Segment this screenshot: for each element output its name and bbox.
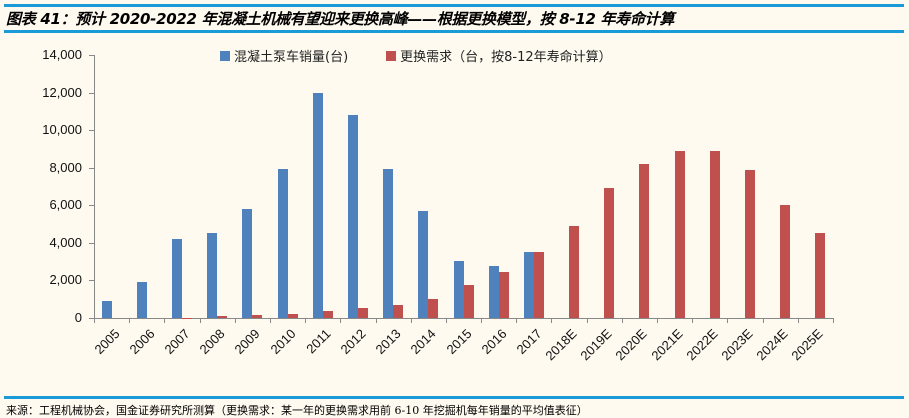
- bar-sales: [489, 266, 499, 318]
- x-tick: [622, 318, 623, 323]
- y-tick-label: 14,000: [12, 47, 82, 62]
- x-tick: [516, 318, 517, 323]
- y-tick-label: 12,000: [12, 85, 82, 100]
- y-tick: [89, 55, 94, 56]
- bar-replacement: [569, 226, 579, 318]
- x-tick: [340, 318, 341, 323]
- bar-replacement: [428, 299, 438, 318]
- x-tick: [200, 318, 201, 323]
- bar-replacement: [464, 285, 474, 318]
- bar-sales: [348, 115, 358, 318]
- x-tick: [657, 318, 658, 323]
- y-tick: [89, 93, 94, 94]
- x-tick: [94, 318, 95, 323]
- bar-sales: [242, 209, 252, 318]
- bar-replacement: [534, 252, 544, 318]
- x-tick: [833, 318, 834, 323]
- y-tick: [89, 243, 94, 244]
- x-tick: [305, 318, 306, 323]
- bar-replacement: [393, 305, 403, 318]
- y-tick-label: 6,000: [12, 197, 82, 212]
- y-tick-label: 0: [12, 310, 82, 325]
- bar-replacement: [288, 314, 298, 318]
- bar-sales: [137, 282, 147, 318]
- bar-sales: [102, 301, 112, 318]
- x-tick: [235, 318, 236, 323]
- x-tick: [481, 318, 482, 323]
- x-tick: [798, 318, 799, 323]
- x-tick: [270, 318, 271, 323]
- x-tick: [164, 318, 165, 323]
- x-tick: [129, 318, 130, 323]
- bar-replacement: [604, 188, 614, 318]
- y-tick-label: 8,000: [12, 160, 82, 175]
- bar-sales: [524, 252, 534, 318]
- y-tick-label: 10,000: [12, 122, 82, 137]
- bar-replacement: [639, 164, 649, 318]
- bar-replacement: [815, 233, 825, 318]
- bar-replacement: [780, 205, 790, 318]
- y-tick-label: 2,000: [12, 272, 82, 287]
- y-axis-line: [94, 55, 95, 318]
- x-tick: [411, 318, 412, 323]
- bar-sales: [313, 93, 323, 318]
- y-tick: [89, 168, 94, 169]
- y-tick: [89, 130, 94, 131]
- bar-sales: [172, 239, 182, 318]
- bar-replacement: [217, 316, 227, 318]
- bar-sales: [418, 211, 428, 318]
- y-tick: [89, 280, 94, 281]
- bar-replacement: [675, 151, 685, 318]
- bar-sales: [383, 169, 393, 318]
- bar-sales: [207, 233, 217, 318]
- x-axis-line: [94, 318, 833, 319]
- bar-sales: [278, 169, 288, 318]
- x-tick: [692, 318, 693, 323]
- x-tick: [763, 318, 764, 323]
- bar-replacement: [745, 170, 755, 318]
- x-tick: [376, 318, 377, 323]
- bar-replacement: [710, 151, 720, 318]
- source-note: 来源：工程机械协会，国金证券研究所测算（更换需求：某一年的更换需求用前 6-10…: [6, 402, 588, 418]
- bar-replacement: [252, 315, 262, 318]
- x-tick: [587, 318, 588, 323]
- bar-replacement: [358, 308, 368, 318]
- source-top-rule: [4, 396, 904, 399]
- bar-replacement: [499, 272, 509, 318]
- y-tick: [89, 205, 94, 206]
- bar-sales: [454, 261, 464, 318]
- x-tick: [727, 318, 728, 323]
- y-tick-label: 4,000: [12, 235, 82, 250]
- x-tick: [446, 318, 447, 323]
- bar-replacement: [323, 311, 333, 318]
- x-tick: [551, 318, 552, 323]
